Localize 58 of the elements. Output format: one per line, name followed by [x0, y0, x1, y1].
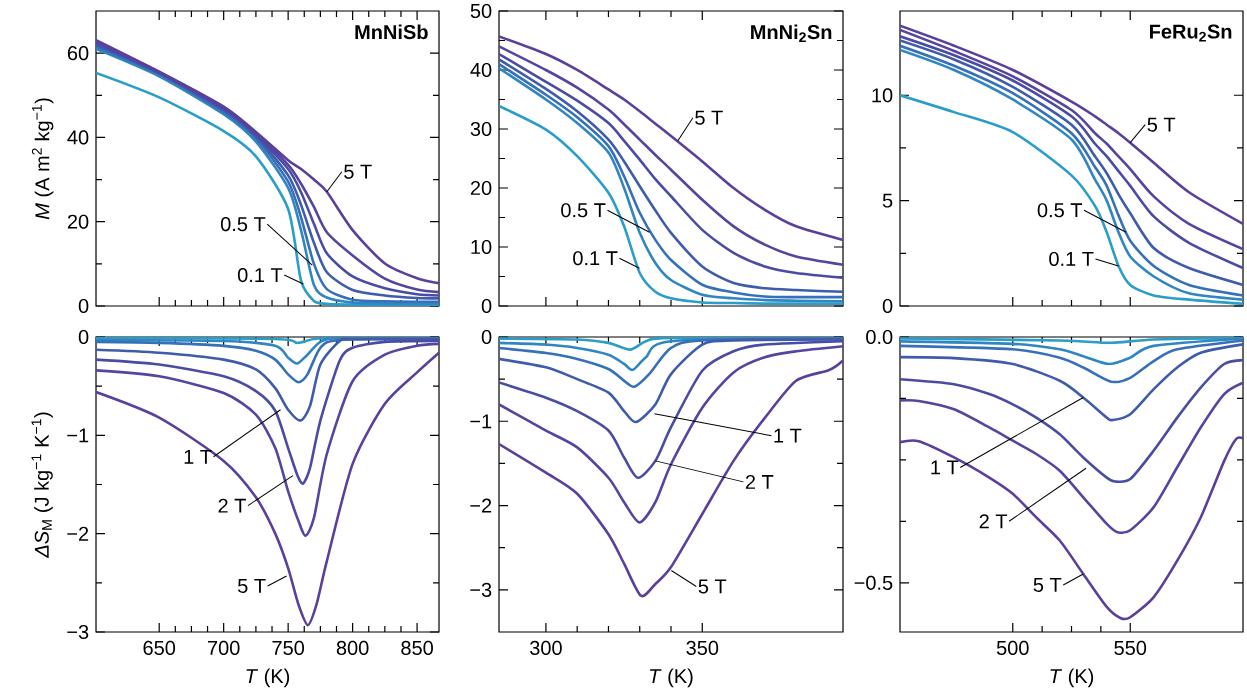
- text: MnNi$_{2}$Sn: [751, 24, 832, 43]
- annotation: 0.5 T: [561, 203, 606, 218]
- y-tick-label: 10: [872, 88, 893, 103]
- y-tick-label: 20: [67, 214, 89, 229]
- y-tick-label: 5: [882, 193, 893, 208]
- annotation: 0.5 T: [1037, 203, 1083, 218]
- annotation: 2 T: [979, 514, 1008, 529]
- annotation: 5 T: [1147, 117, 1176, 132]
- y-tick-label: 30: [470, 121, 492, 137]
- y-tick-label: 0.0: [866, 329, 893, 345]
- annotation: 2 T: [745, 474, 774, 489]
- annotation: 0.1 T: [237, 268, 283, 283]
- text: FeRu$_{2}$Sn: [1150, 24, 1232, 42]
- text: MnNiSb: [355, 24, 428, 40]
- y-tick-label: 0: [78, 298, 89, 314]
- y-tick-label: 10: [471, 239, 492, 255]
- annotation: 0.1 T: [573, 251, 618, 266]
- x-tick-label: 350: [686, 640, 719, 655]
- annotation: 0.5 T: [220, 217, 266, 232]
- y-tick-label: 0: [481, 298, 492, 314]
- x-tick-label: 800: [336, 640, 369, 655]
- x-axis-title: T (K): [650, 668, 693, 688]
- y-tick-label: −3: [67, 624, 89, 640]
- annotation: 2 T: [218, 498, 246, 513]
- x-tick-label: 850: [401, 640, 433, 655]
- x-tick-label: 300: [530, 640, 562, 655]
- annotation: 1 T: [774, 428, 802, 443]
- y-tick-label: −2: [67, 526, 89, 541]
- y-tick-label: 0: [882, 298, 893, 314]
- x-tick-label: 500: [996, 640, 1029, 655]
- y-tick-label: 60: [67, 46, 89, 61]
- y-tick-label: −1: [470, 414, 492, 429]
- x-tick-label: 650: [143, 640, 176, 655]
- y-tick-label: −0.5: [854, 575, 893, 590]
- annotation: 1 T: [931, 460, 959, 475]
- annotation: 5 T: [344, 164, 372, 179]
- x-axis-title: T (K): [1050, 668, 1094, 688]
- annotation: 5 T: [695, 110, 723, 125]
- annotation: 5 T: [238, 578, 266, 593]
- annotation: 5 T: [1033, 578, 1062, 592]
- x-axis-title: T (K): [246, 668, 290, 688]
- x-tick-label: 700: [208, 640, 240, 655]
- y-tick-label: −1: [67, 428, 89, 443]
- y-tick-label: 40: [470, 62, 492, 78]
- y-tick-label: −2: [470, 498, 492, 513]
- x-tick-label: 550: [1114, 640, 1147, 655]
- x-tick-label: 750: [272, 640, 305, 655]
- y-tick-label: 0: [481, 329, 492, 345]
- annotation: 1 T: [184, 449, 212, 464]
- y-tick-label: −3: [470, 582, 492, 597]
- y-tick-label: 50: [470, 3, 492, 19]
- annotation: 0.1 T: [1049, 251, 1094, 267]
- y-axis-title: M (A m$^{2}$ kg$^{−1}$): [31, 98, 54, 220]
- y-tick-label: 40: [67, 130, 89, 145]
- annotation: 5 T: [698, 579, 727, 594]
- y-axis-title: ΔS$_{M}$ (J kg$^{−1}$ K$^{−1}$): [31, 412, 53, 559]
- y-tick-label: 0: [78, 329, 89, 345]
- y-tick-label: 20: [470, 180, 492, 196]
